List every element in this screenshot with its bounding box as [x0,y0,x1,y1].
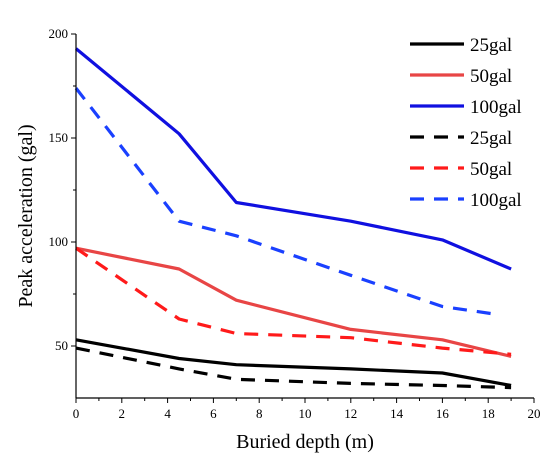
y-tick-label: 100 [49,234,69,249]
x-tick-label: 14 [390,406,404,421]
series-line-25gal-solid [75,338,512,388]
legend: 25gal 50gal 100gal 25gal 50gal 100gal [410,35,522,211]
x-tick-label: 18 [482,406,495,421]
legend-label: 50gal [470,66,512,87]
legend-label: 25gal [470,128,512,149]
x-tick-label: 2 [119,406,126,421]
y-axis-title: Peak acceleration (gal) [15,124,37,307]
legend-label: 50gal [470,159,512,180]
x-tick-label: 10 [299,406,312,421]
x-tick-label: 8 [256,406,263,421]
axes-layer: 0 2 4 6 8 10 12 14 16 18 20 50 100 150 200 [49,26,541,421]
series-line-50gal-solid [75,246,512,358]
x-tick-label: 6 [210,406,217,421]
y-tick-label: 50 [55,338,68,353]
series-line-100gal-dashed [74,87,500,317]
x-tick-label: 12 [344,406,357,421]
y-tick-label: 150 [49,130,69,145]
series-line-50gal-dashed [75,246,512,356]
series-layer [74,47,512,390]
legend-label: 100gal [470,97,522,118]
legend-label: 100gal [470,190,522,211]
x-tick-label: 16 [436,406,450,421]
y-tick-label: 200 [49,26,69,41]
x-tick-label: 0 [73,406,80,421]
series-line-25gal-dashed [75,346,512,390]
series-line-100gal-solid [74,47,512,271]
x-tick-label: 20 [528,406,541,421]
x-tick-label: 4 [164,406,171,421]
x-axis-title: Buried depth (m) [236,431,374,453]
legend-label: 25gal [470,35,512,56]
